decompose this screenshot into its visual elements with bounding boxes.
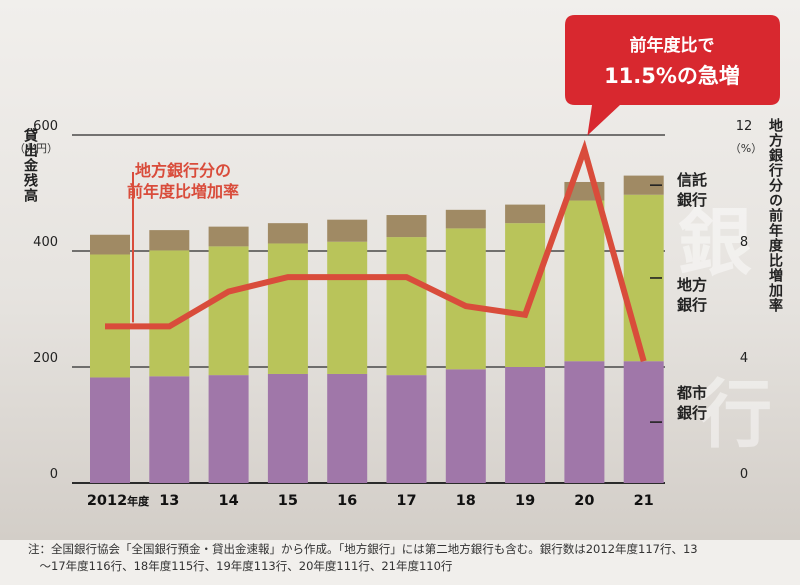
bar-地方銀行-16 xyxy=(327,241,368,374)
y-tick-right-8: 8 xyxy=(740,235,748,250)
line-annotation-2: 前年度比増加率 xyxy=(127,182,239,201)
bar-都市銀行-19 xyxy=(505,367,546,483)
bar-地方銀行-20 xyxy=(564,200,605,362)
bar-信託銀行-15 xyxy=(267,223,308,244)
bar-layer xyxy=(90,175,664,483)
line-annotation-1: 地方銀行分の xyxy=(135,161,231,180)
y-tick-left-600: 600 xyxy=(33,119,58,134)
unit-left: （兆円） xyxy=(14,142,58,155)
x-tick-20: 20 xyxy=(574,493,594,509)
watermark-char-2: 行 xyxy=(698,372,772,458)
series-label-地方銀行-0: 地方 xyxy=(677,276,707,294)
callout-line-1: 前年度比で xyxy=(630,35,715,56)
line-layer xyxy=(105,139,647,363)
bar-都市銀行-14 xyxy=(208,375,249,483)
y-tick-left-0: 0 xyxy=(50,467,58,482)
footnote-line-1: 注：全国銀行協会「全国銀行預金・貸出金速報」から作成。「地方銀行」には第二地方銀… xyxy=(28,542,698,556)
y-axis-title-left: 貸出金残高 xyxy=(22,127,39,203)
series-label-信託銀行-0: 信託 xyxy=(677,171,707,189)
y-tick-right-12: 12 xyxy=(736,119,753,134)
footnote: 注：全国銀行協会「全国銀行預金・貸出金速報」から作成。「地方銀行」には第二地方銀… xyxy=(28,541,788,575)
bar-信託銀行-13 xyxy=(149,230,190,251)
bar-都市銀行-16 xyxy=(327,373,368,483)
y-tick-left-400: 400 xyxy=(33,235,58,250)
series-label-都市銀行-1: 銀行 xyxy=(677,404,707,422)
series-label-都市銀行-0: 都市 xyxy=(676,384,707,402)
x-tick-16: 16 xyxy=(337,493,357,509)
bar-信託銀行-18 xyxy=(445,209,486,229)
watermark-char-1: 銀 xyxy=(678,200,752,286)
bar-信託銀行-19 xyxy=(505,204,546,224)
y-axis-title-right: 地方銀行分の前年度比増加率 xyxy=(767,117,784,313)
bar-地方銀行-2012 xyxy=(90,254,130,378)
bar-地方銀行-19 xyxy=(505,223,546,367)
axes: 0 200 400 600 0 4 8 12 （兆円） （%） 貸出金残高 地方銀行分の前年度比増加率… xyxy=(14,117,784,509)
series-label-地方銀行-1: 銀行 xyxy=(677,296,707,314)
x-tick-15: 15 xyxy=(278,493,298,509)
x-tick-2012: 2012年度 xyxy=(87,493,150,509)
series-label-信託銀行-1: 銀行 xyxy=(677,191,707,209)
x-tick-14: 14 xyxy=(219,493,239,509)
y-tick-left-200: 200 xyxy=(33,351,58,366)
x-tick-21: 21 xyxy=(634,493,654,509)
y-tick-right-4: 4 xyxy=(740,351,748,366)
x-tick-18: 18 xyxy=(456,493,476,509)
watermark: 銀行 xyxy=(678,200,772,458)
bar-信託銀行-2012 xyxy=(90,234,130,255)
callout-line-2: 11.5%の急増 xyxy=(604,64,740,88)
bar-都市銀行-17 xyxy=(386,375,427,483)
bar-信託銀行-14 xyxy=(208,226,249,247)
bar-都市銀行-2012 xyxy=(90,377,130,483)
unit-right: （%） xyxy=(730,142,762,155)
bar-都市銀行-15 xyxy=(267,373,308,483)
footnote-line-2: ～17年度116行、18年度115行、19年度113行、20年度111行、21年… xyxy=(28,559,453,573)
x-tick-19: 19 xyxy=(515,493,535,509)
bar-信託銀行-16 xyxy=(327,219,368,242)
bar-信託銀行-21 xyxy=(623,175,664,195)
bar-都市銀行-18 xyxy=(445,369,486,483)
bar-地方銀行-14 xyxy=(208,246,249,376)
bar-地方銀行-13 xyxy=(149,250,190,377)
bar-信託銀行-17 xyxy=(386,215,427,238)
bar-都市銀行-20 xyxy=(564,361,605,483)
y-tick-right-0: 0 xyxy=(740,467,748,482)
bar-地方銀行-17 xyxy=(386,237,427,376)
x-tick-13: 13 xyxy=(159,493,179,509)
x-tick-17: 17 xyxy=(396,493,416,509)
callout-bubble xyxy=(565,15,780,136)
bar-地方銀行-15 xyxy=(267,243,308,374)
bar-都市銀行-13 xyxy=(149,376,190,483)
